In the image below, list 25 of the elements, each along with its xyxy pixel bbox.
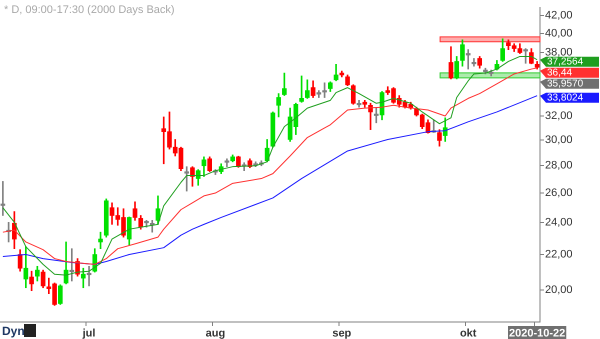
- candlestick: [322, 82, 327, 98]
- x-tick-label: 2020-10-22: [508, 328, 566, 339]
- y-tick-label: 38,00: [545, 46, 573, 58]
- candlestick: [472, 58, 476, 67]
- y-tick-label: 28,00: [545, 159, 573, 172]
- data-label: 33,8024: [547, 92, 584, 104]
- y-tick-label: 32,00: [545, 110, 573, 122]
- x-tick-label: aug: [206, 328, 226, 339]
- y-tick-label: 30,00: [545, 134, 573, 146]
- y-tick-label: 20,00: [545, 284, 573, 296]
- y-tick-label: 40,00: [545, 28, 573, 40]
- x-tick-label: okt: [460, 328, 477, 339]
- band-label: 35,9570: [547, 78, 584, 90]
- y-tick-label: 22,00: [545, 248, 573, 261]
- chart-title: * D, 09:00-17:30 (2000 Days Back): [4, 4, 175, 16]
- y-tick-label: 26,00: [545, 186, 573, 199]
- x-tick-label: jul: [82, 328, 96, 339]
- candlestick: [86, 266, 92, 286]
- text: Dyn: [2, 324, 25, 338]
- y-tick-label: 42,00: [545, 9, 573, 22]
- data-label: 36,44: [547, 68, 572, 78]
- candlestick: [98, 232, 103, 250]
- data-label: 37,2564: [547, 56, 584, 68]
- x-tick-label: sep: [332, 328, 352, 339]
- y-tick-label: 24,00: [545, 216, 573, 228]
